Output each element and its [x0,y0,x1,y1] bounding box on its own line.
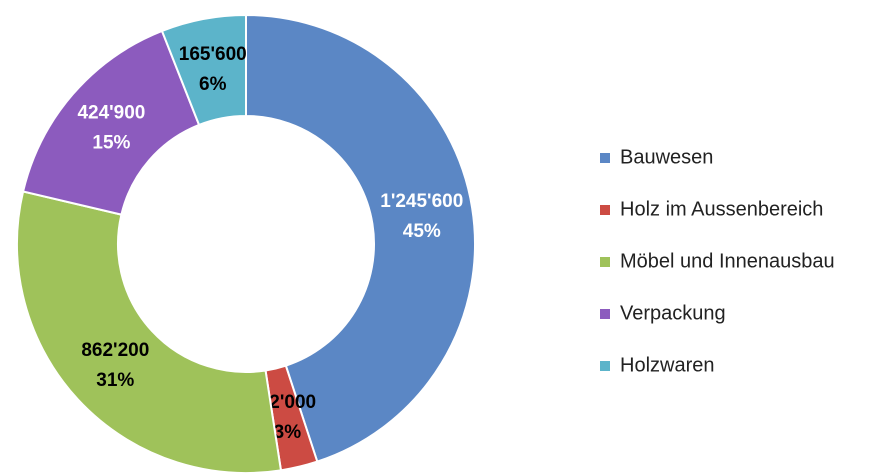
value-label: 862'200 [81,340,149,361]
legend-label: Holz im Aussenbereich [620,198,823,220]
value-label: 165'600 [179,44,247,65]
legend-label: Holzwaren [620,354,714,376]
slice [160,13,247,127]
legend-swatch [600,309,610,319]
legend-label: Verpackung [620,302,726,324]
legend-swatch [600,205,610,215]
value-label: 424'900 [77,103,145,124]
legend-swatch [600,153,610,163]
value-label: 1'245'600 [380,191,463,212]
legend-swatch [600,257,610,267]
legend-label: Möbel und Innenausbau [620,250,835,272]
value-label: 72'000 [259,392,316,413]
slice [245,13,476,463]
percent-label: 6% [199,74,227,95]
legend-label: Bauwesen [620,146,713,168]
slice [16,190,283,473]
percent-label: 15% [92,133,130,154]
percent-label: 45% [403,221,441,242]
percent-label: 3% [274,422,302,443]
percent-label: 31% [96,370,134,391]
legend-swatch [600,361,610,371]
